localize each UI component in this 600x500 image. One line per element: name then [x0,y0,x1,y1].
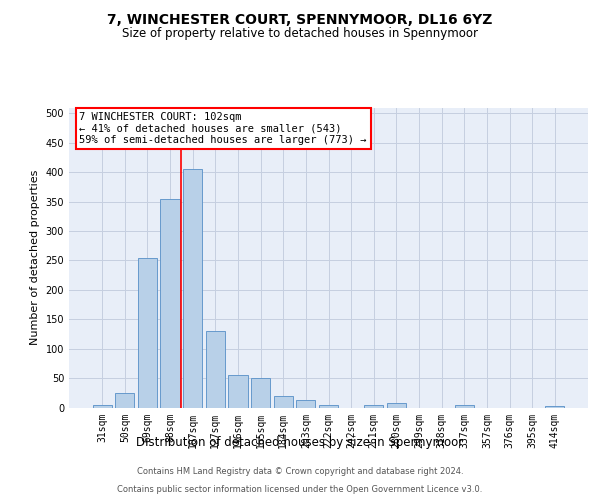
Bar [206,331,225,407]
Bar [229,375,248,408]
Bar [138,258,157,408]
Bar [455,404,474,407]
Bar [274,396,293,407]
Bar [387,404,406,407]
Text: 7 WINCHESTER COURT: 102sqm
← 41% of detached houses are smaller (543)
59% of sem: 7 WINCHESTER COURT: 102sqm ← 41% of deta… [79,112,367,145]
Bar [251,378,270,408]
Text: Distribution of detached houses by size in Spennymoor: Distribution of detached houses by size … [136,436,464,449]
Bar [183,170,202,408]
Text: Contains public sector information licensed under the Open Government Licence v3: Contains public sector information licen… [118,485,482,494]
Text: Contains HM Land Registry data © Crown copyright and database right 2024.: Contains HM Land Registry data © Crown c… [137,467,463,476]
Text: 7, WINCHESTER COURT, SPENNYMOOR, DL16 6YZ: 7, WINCHESTER COURT, SPENNYMOOR, DL16 6Y… [107,12,493,26]
Bar [545,406,565,407]
Bar [319,404,338,407]
Bar [160,198,180,408]
Bar [115,393,134,407]
Bar [92,404,112,407]
Text: Size of property relative to detached houses in Spennymoor: Size of property relative to detached ho… [122,28,478,40]
Bar [296,400,316,407]
Bar [364,404,383,407]
Y-axis label: Number of detached properties: Number of detached properties [30,170,40,345]
